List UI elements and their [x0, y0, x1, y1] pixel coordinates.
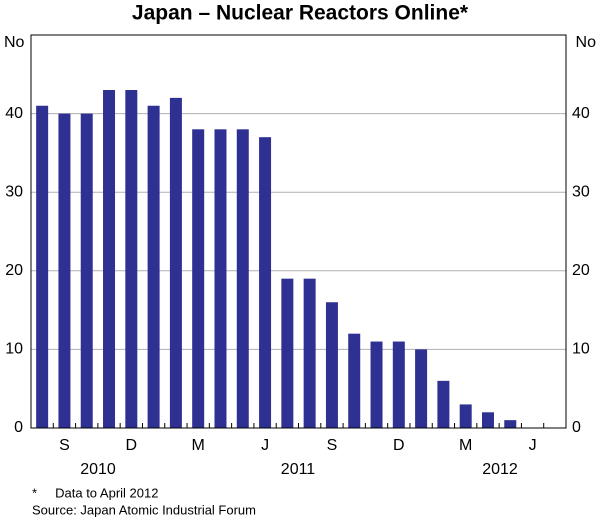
bar	[236, 129, 249, 428]
y-tick-label: 30	[5, 183, 23, 200]
year-label: 2010	[80, 461, 116, 478]
x-tick-label: D	[126, 437, 138, 454]
bar	[125, 90, 138, 429]
bar	[303, 278, 316, 428]
bar	[259, 137, 272, 428]
x-tick-label: J	[261, 437, 269, 454]
year-label: 2012	[482, 461, 518, 478]
y-axis-label: No	[576, 34, 597, 51]
x-tick-label: M	[192, 437, 205, 454]
bar	[80, 113, 93, 428]
bar	[192, 129, 205, 428]
bar	[103, 90, 116, 429]
bar	[169, 97, 182, 428]
bar	[348, 333, 361, 428]
x-tick-label: J	[529, 437, 537, 454]
y-tick-label: 30	[572, 183, 590, 200]
bar	[415, 349, 428, 428]
bar	[370, 341, 383, 428]
y-tick-label: 20	[572, 262, 590, 279]
bar	[437, 380, 450, 428]
chart-title: Japan – Nuclear Reactors Online*	[132, 2, 469, 25]
y-axis-label: No	[4, 34, 25, 51]
y-tick-label: 10	[572, 341, 590, 358]
x-tick-label: M	[459, 437, 472, 454]
x-tick-label: D	[393, 437, 405, 454]
bar	[281, 278, 294, 428]
y-tick-label: 0	[14, 419, 23, 436]
plot-frame	[30, 34, 567, 429]
bar	[459, 404, 472, 428]
y-tick-label: 40	[5, 105, 23, 122]
y-tick-label: 0	[572, 419, 581, 436]
y-tick-label: 40	[572, 105, 590, 122]
bar	[504, 420, 517, 428]
year-label: 2011	[281, 461, 316, 478]
footnote: * Data to April 2012	[32, 485, 158, 500]
x-tick-label: S	[327, 437, 338, 454]
bar	[147, 105, 160, 429]
x-tick-label: S	[59, 437, 70, 454]
bar	[58, 113, 71, 428]
source: Source: Japan Atomic Industrial Forum	[32, 502, 256, 517]
y-tick-label: 20	[5, 262, 23, 279]
bar	[481, 412, 494, 428]
bar	[325, 302, 338, 428]
bar	[392, 341, 405, 428]
bar	[36, 105, 49, 429]
bar	[214, 129, 227, 428]
y-tick-label: 10	[5, 341, 23, 358]
